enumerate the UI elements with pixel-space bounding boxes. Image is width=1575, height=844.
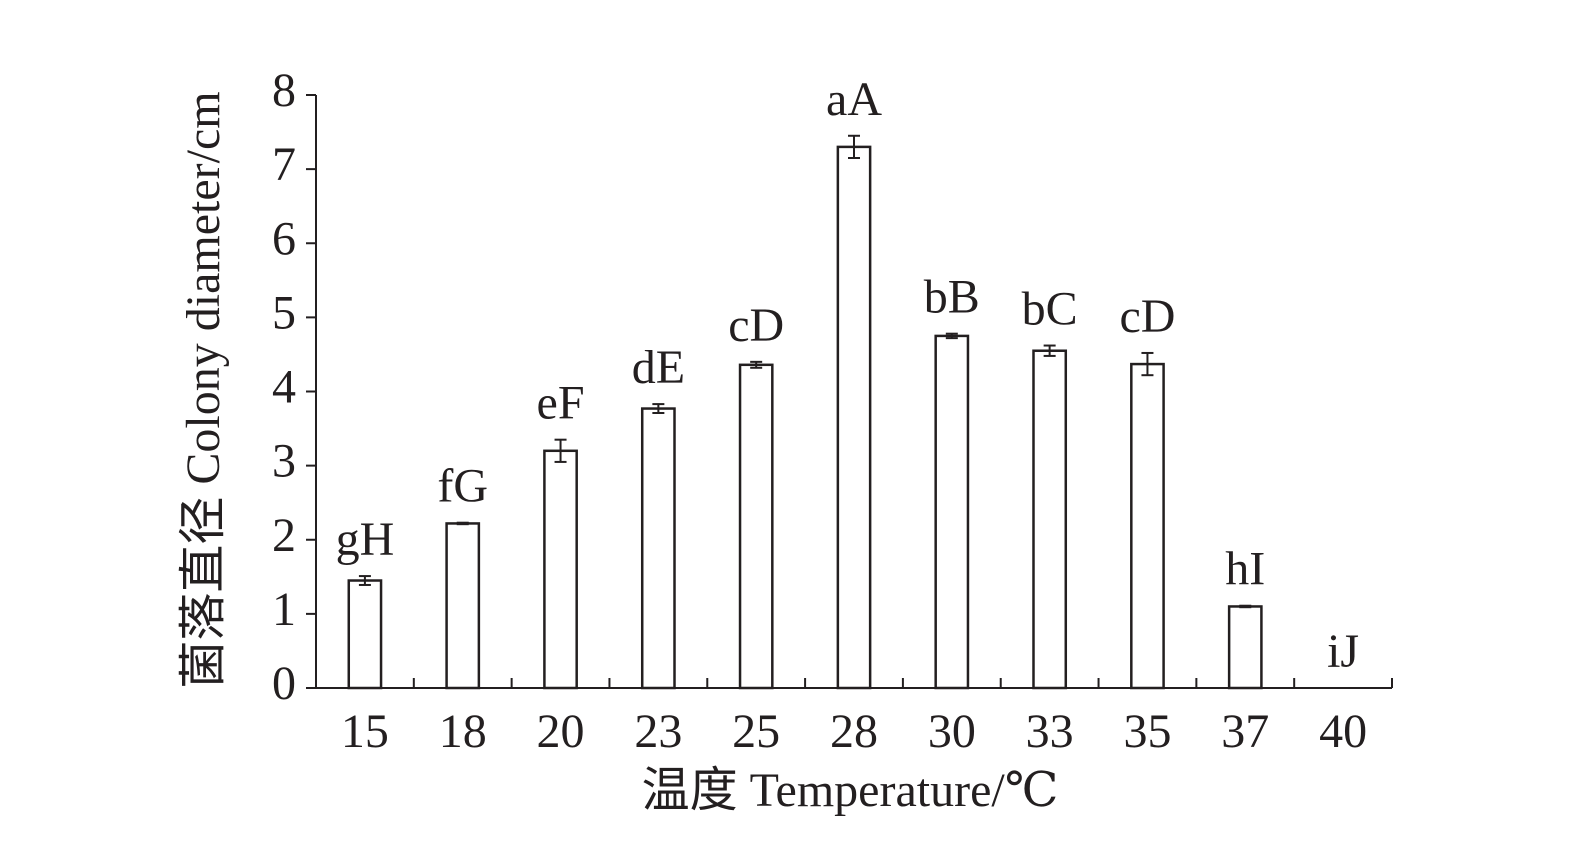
data-annotation: fG [437, 460, 488, 513]
y-tick-label: 0 [272, 657, 296, 710]
x-tick-label: 23 [634, 705, 682, 758]
bar [1130, 362, 1165, 690]
y-tick-label: 7 [272, 138, 296, 191]
data-annotation: iJ [1327, 625, 1359, 678]
x-tick-label: 33 [1026, 705, 1074, 758]
error-bar [358, 575, 371, 586]
data-annotation: bC [1022, 283, 1078, 336]
data-annotation: gH [336, 513, 395, 566]
error-bar [1239, 604, 1252, 609]
error-bar [456, 521, 469, 526]
data-annotation: eF [537, 377, 585, 430]
data-annotation: hI [1225, 543, 1265, 596]
y-tick-label: 4 [272, 361, 296, 414]
bar [1032, 349, 1068, 690]
bar [738, 363, 774, 690]
bar [543, 449, 578, 690]
error-bar [1141, 351, 1154, 377]
bar [934, 334, 970, 690]
y-tick-label: 2 [272, 509, 296, 562]
data-annotation: dE [632, 341, 685, 394]
x-tick-label: 40 [1319, 705, 1367, 758]
data-annotation: aA [826, 73, 882, 126]
x-tick-label: 20 [537, 705, 585, 758]
x-tick-label: 28 [830, 705, 878, 758]
bar [836, 145, 872, 690]
error-bar [1043, 344, 1056, 357]
error-bar [945, 332, 958, 340]
y-axis-label: 菌落直径 Colony diameter/cm [177, 91, 230, 688]
error-bar [554, 438, 567, 463]
x-tick-label: 18 [439, 705, 487, 758]
bar [347, 579, 383, 690]
y-tick-label: 8 [272, 64, 296, 117]
data-annotation: bB [924, 271, 980, 324]
x-tick-label: 30 [928, 705, 976, 758]
data-annotation: cD [1119, 290, 1175, 343]
y-tick-label: 6 [272, 212, 296, 265]
bar [1227, 605, 1263, 690]
error-bar [848, 134, 860, 160]
x-tick-label: 25 [732, 705, 780, 758]
x-tick-label: 15 [341, 705, 389, 758]
data-annotation: cD [728, 299, 784, 352]
y-tick-label: 3 [272, 435, 296, 488]
x-axis-label: 温度 Temperature/℃ [642, 764, 1059, 817]
y-tick-label: 5 [272, 286, 296, 339]
error-bar [652, 403, 665, 414]
error-bar [750, 360, 763, 369]
bar [445, 522, 481, 690]
x-tick-label: 35 [1123, 705, 1171, 758]
y-tick-label: 1 [272, 583, 296, 636]
x-tick-label: 37 [1221, 705, 1269, 758]
bar [640, 407, 676, 690]
